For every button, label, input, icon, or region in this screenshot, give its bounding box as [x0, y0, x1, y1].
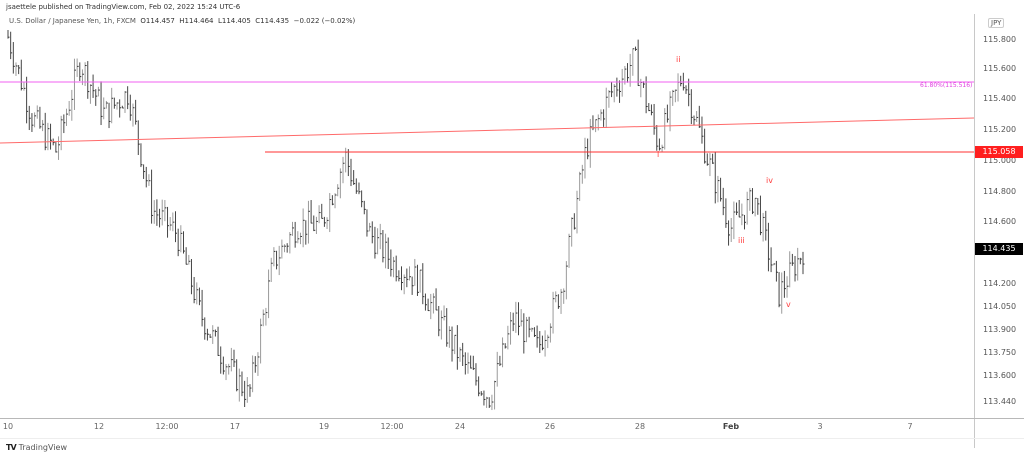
price-tick-label: 113.750: [983, 348, 1017, 357]
wave-label-iii: iii: [738, 236, 745, 245]
ohlc-bars: [7, 29, 805, 411]
price-tick-label: 114.200: [983, 279, 1017, 288]
price-tick-label: 115.400: [983, 94, 1017, 103]
time-tick-label: 12:00: [155, 422, 179, 431]
price-tick-label: 113.900: [983, 325, 1017, 334]
time-tick-label: 7: [907, 422, 913, 431]
time-tick-label: 28: [634, 422, 646, 431]
level-price-tag: 115.058: [975, 146, 1023, 158]
open-value: O114.457: [140, 17, 175, 25]
currency-badge[interactable]: JPY: [988, 18, 1005, 28]
time-axis-border: [0, 418, 1024, 419]
price-tick-label: 115.800: [983, 35, 1017, 44]
price-tick-label: 114.800: [983, 187, 1017, 196]
plot-area[interactable]: [0, 0, 974, 418]
symbol-name: U.S. Dollar / Japanese Yen, 1h, FXCM: [9, 17, 136, 25]
last-price-tag: 114.435: [975, 243, 1023, 255]
price-tick-label: 115.200: [983, 125, 1017, 134]
publish-info: jsaettele published on TradingView.com, …: [6, 3, 241, 11]
tradingview-logo[interactable]: TV TradingView: [6, 443, 67, 452]
time-axis-bottom-border: [0, 438, 1024, 439]
price-tick-label: 114.600: [983, 217, 1017, 226]
high-value: H114.464: [179, 17, 214, 25]
time-tick-label: 3: [817, 422, 823, 431]
low-value: L114.405: [217, 17, 251, 25]
price-tick-label: 115.600: [983, 64, 1017, 73]
price-axis-border: [974, 14, 975, 448]
price-tick-label: 113.440: [983, 397, 1017, 406]
trend-line[interactable]: [0, 117, 974, 144]
time-tick-label: 19: [318, 422, 330, 431]
time-tick-label: 24: [454, 422, 466, 431]
wave-label-iv: iv: [766, 176, 773, 185]
time-tick-label: 10: [2, 422, 14, 431]
symbol-legend: U.S. Dollar / Japanese Yen, 1h, FXCM O11…: [9, 17, 355, 25]
fib-label: 61.80%(115.516): [920, 82, 973, 89]
time-tick-label: 12: [93, 422, 105, 431]
time-tick-label: Feb: [722, 422, 740, 431]
wave-label-i: i: [657, 150, 660, 159]
tradingview-logo-icon: TV: [6, 443, 17, 452]
time-tick-label: 26: [544, 422, 556, 431]
time-tick-label: 12:00: [380, 422, 404, 431]
close-value: C114.435: [255, 17, 290, 25]
wave-label-ii: ii: [676, 55, 681, 64]
change-value: −0.022 (−0.02%): [293, 17, 356, 25]
price-tick-label: 115.000: [983, 156, 1017, 165]
wave-label-v: v: [786, 300, 791, 309]
brand-name: TradingView: [18, 443, 67, 452]
price-tick-label: 113.600: [983, 371, 1017, 380]
price-tick-label: 114.050: [983, 302, 1017, 311]
time-tick-label: 17: [229, 422, 241, 431]
